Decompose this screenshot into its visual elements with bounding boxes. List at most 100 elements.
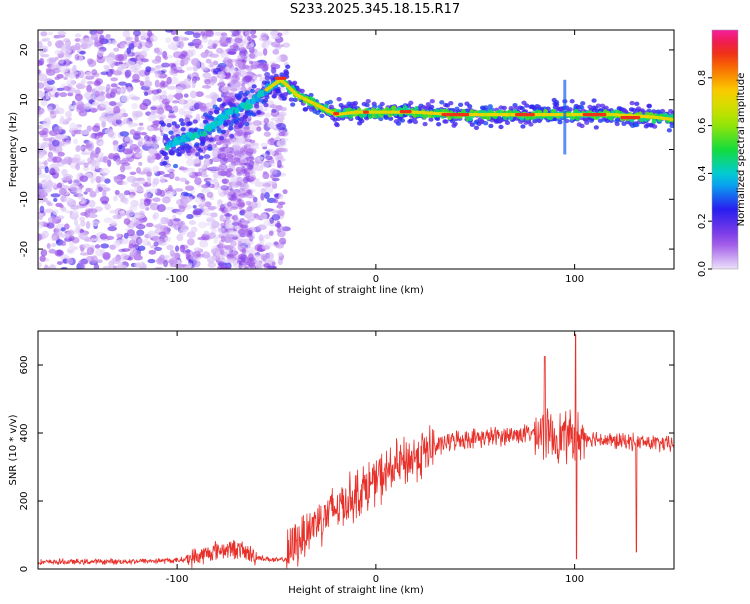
noise-blob (79, 232, 88, 240)
ridge-halo (579, 105, 585, 110)
noise-blob (146, 171, 153, 177)
noise-blob (82, 243, 91, 249)
noise-blob (227, 51, 237, 55)
noise-blob (122, 117, 130, 125)
noise-blob (195, 76, 201, 81)
ridge-halo (528, 122, 534, 127)
ridge-halo (172, 163, 179, 169)
noise-blob (223, 95, 232, 102)
ridge-halo (488, 123, 494, 129)
noise-blob (192, 157, 200, 165)
ridge-halo (308, 92, 314, 98)
noise-blob (248, 60, 254, 64)
ridge-peak (333, 112, 340, 116)
noise-blob (86, 125, 92, 132)
ridge-halo (285, 64, 291, 69)
ridge-halo (187, 121, 193, 126)
noise-blob (152, 120, 161, 125)
noise-blob (61, 240, 67, 247)
noise-blob (100, 175, 106, 182)
ridge-clump (185, 131, 193, 138)
ridge-halo (523, 120, 529, 125)
noise-blob (93, 80, 101, 87)
noise-blob (47, 151, 54, 159)
colorbar-tick-label: 0.0 (697, 261, 708, 277)
noise-blob (52, 67, 61, 74)
noise-blob (256, 224, 267, 231)
noise-blob (119, 86, 127, 94)
colorbar-tick-label: 0.4 (697, 165, 708, 181)
ridge-halo (457, 102, 464, 108)
noise-blob (262, 41, 267, 49)
noise-blob (65, 49, 71, 55)
noise-blob (115, 239, 124, 246)
noise-blob (152, 94, 158, 102)
noise-blob (282, 147, 288, 153)
noise-blob (227, 201, 232, 208)
noise-blob (210, 212, 218, 218)
noise-blob (110, 77, 118, 82)
ridge-halo (584, 120, 590, 125)
noise-blob (277, 251, 283, 257)
noise-blob (128, 205, 134, 211)
noise-blob (80, 159, 86, 163)
ridge-halo (429, 99, 435, 104)
noise-blob (53, 109, 60, 115)
noise-blob (184, 180, 190, 185)
ridge-peak (515, 113, 535, 117)
noise-blob (70, 45, 78, 51)
noise-blob (266, 265, 277, 269)
noise-blob (262, 47, 268, 56)
noise-blob (63, 197, 73, 203)
noise-blob (226, 193, 232, 199)
ridge-halo (383, 115, 389, 120)
noise-blob (62, 38, 71, 43)
noise-blob (69, 183, 78, 191)
noise-blob (78, 55, 84, 62)
ridge-halo (180, 127, 186, 132)
colorbar-frame (711, 29, 739, 270)
noise-blob (93, 39, 101, 48)
chart-title: S233.2025.345.18.15.R17 (289, 2, 461, 17)
noise-blob (237, 240, 243, 247)
noise-blob (38, 221, 44, 229)
noise-blob (80, 199, 86, 205)
ridge-halo (195, 152, 201, 157)
noise-blob (191, 80, 196, 89)
noise-blob (41, 122, 51, 130)
ridge-halo (634, 101, 640, 107)
noise-blob (182, 249, 187, 254)
noise-blob (104, 64, 110, 72)
ridge-halo (229, 133, 235, 139)
noise-blob (239, 70, 248, 78)
noise-blob (145, 207, 150, 211)
ridge-halo (242, 114, 249, 119)
noise-blob (71, 104, 77, 110)
noise-blob (89, 238, 97, 242)
noise-blob (264, 208, 275, 212)
noise-blob (132, 73, 140, 82)
noise-blob (128, 243, 135, 249)
noise-blob (79, 175, 89, 183)
noise-blob (153, 127, 160, 131)
noise-blob (108, 101, 117, 106)
ridge-halo (483, 121, 489, 126)
colorbar: 0.0 0.2 0.4 0.6 0.8 Normalized spectral ampli… (697, 29, 747, 277)
ridge-halo (604, 118, 610, 123)
noise-blob (111, 257, 121, 262)
ridge-halo (283, 69, 289, 74)
noise-blob (213, 39, 219, 45)
noise-blob (274, 44, 285, 48)
noise-blob (265, 186, 274, 194)
noise-blob (129, 129, 136, 135)
noise-blob (222, 86, 229, 92)
noise-blob (248, 246, 255, 254)
ridge-halo (669, 123, 674, 129)
noise-blob (75, 145, 81, 153)
noise-blob (102, 156, 109, 164)
noise-blob (260, 161, 270, 168)
noise-blob (44, 166, 49, 174)
noise-blob (89, 134, 96, 139)
noise-blob (249, 53, 256, 59)
